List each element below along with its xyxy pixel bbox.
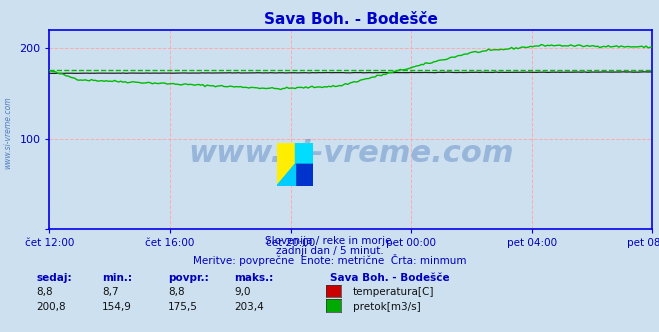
- Bar: [295, 164, 313, 186]
- Bar: [295, 143, 313, 164]
- Bar: [277, 164, 295, 186]
- Text: min.:: min.:: [102, 273, 132, 283]
- Polygon shape: [277, 164, 295, 186]
- Title: Sava Boh. - Bodešče: Sava Boh. - Bodešče: [264, 12, 438, 27]
- Text: Meritve: povprečne  Enote: metrične  Črta: minmum: Meritve: povprečne Enote: metrične Črta:…: [192, 254, 467, 266]
- Text: 154,9: 154,9: [102, 302, 132, 312]
- Text: povpr.:: povpr.:: [168, 273, 209, 283]
- Text: 8,7: 8,7: [102, 288, 119, 297]
- Polygon shape: [295, 164, 313, 186]
- Text: www.si-vreme.com: www.si-vreme.com: [3, 97, 13, 169]
- Text: 8,8: 8,8: [168, 288, 185, 297]
- Bar: [277, 143, 295, 164]
- Text: Slovenija / reke in morje.: Slovenija / reke in morje.: [264, 236, 395, 246]
- Polygon shape: [277, 164, 295, 186]
- Text: temperatura[C]: temperatura[C]: [353, 288, 434, 297]
- Text: 8,8: 8,8: [36, 288, 53, 297]
- Text: Sava Boh. - Bodešče: Sava Boh. - Bodešče: [330, 273, 449, 283]
- Text: 9,0: 9,0: [234, 288, 250, 297]
- Text: sedaj:: sedaj:: [36, 273, 72, 283]
- Text: 203,4: 203,4: [234, 302, 264, 312]
- Text: 200,8: 200,8: [36, 302, 66, 312]
- Text: zadnji dan / 5 minut.: zadnji dan / 5 minut.: [275, 246, 384, 256]
- Text: pretok[m3/s]: pretok[m3/s]: [353, 302, 420, 312]
- Polygon shape: [277, 164, 295, 186]
- Text: 175,5: 175,5: [168, 302, 198, 312]
- Text: www.si-vreme.com: www.si-vreme.com: [188, 139, 514, 168]
- Text: maks.:: maks.:: [234, 273, 273, 283]
